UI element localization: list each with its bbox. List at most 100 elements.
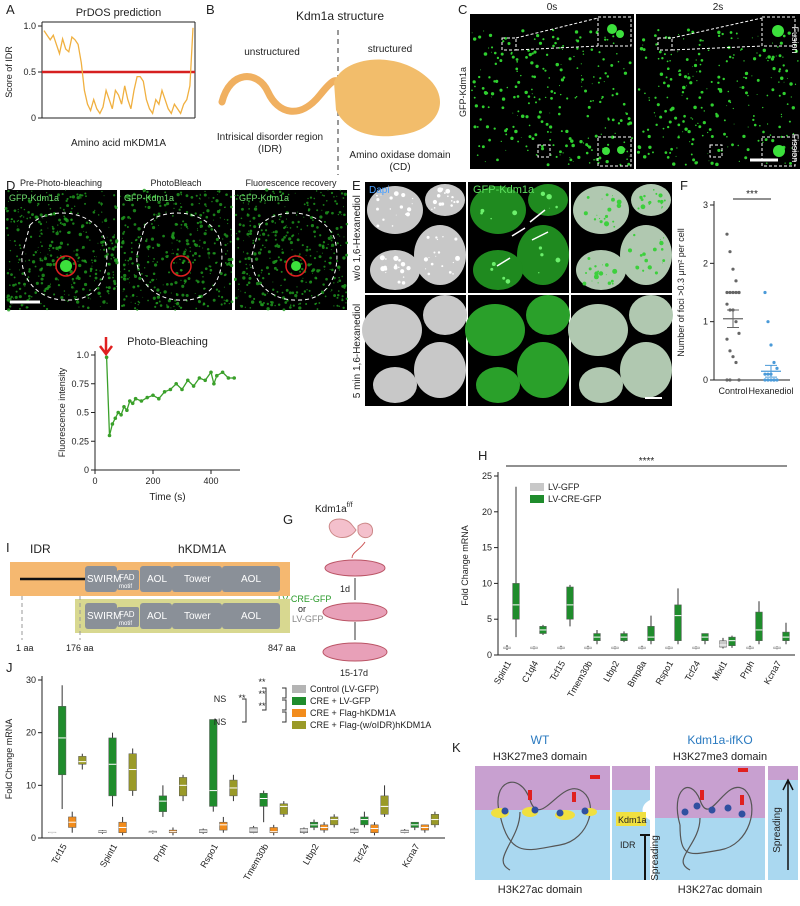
fluorescence-spot [719, 89, 723, 93]
fluorescence-spot [756, 94, 758, 95]
fluorescence-spot [283, 236, 286, 239]
fluorescence-spot [248, 207, 250, 210]
fluorescence-spot [759, 124, 761, 127]
fluorescence-spot [296, 211, 298, 213]
fluorescence-spot [120, 245, 123, 249]
fluorescence-spot [84, 192, 87, 195]
fluorescence-spot [85, 231, 87, 233]
fluorescence-spot [611, 195, 613, 197]
fluorescence-spot [546, 130, 549, 133]
fluorescence-spot [14, 283, 17, 286]
fluorescence-spot [147, 255, 149, 257]
fluorescence-spot [337, 290, 340, 292]
data-line [43, 27, 194, 116]
fluorescence-spot [252, 216, 256, 220]
fluorescence-spot [205, 215, 209, 219]
y-tick-label: 25 [482, 471, 492, 481]
fluorescence-spot [689, 33, 692, 35]
fluorescence-spot [612, 87, 615, 91]
fluorescence-spot [151, 226, 156, 230]
fluorescence-spot [484, 92, 487, 96]
fluorescence-spot [247, 256, 251, 261]
fluorescence-spot [132, 293, 135, 297]
fluorescence-spot [780, 113, 783, 116]
domain: AOL [147, 574, 167, 585]
fluorescence-spot [559, 68, 563, 72]
fluorescence-spot [39, 222, 43, 226]
fluorescence-spot [30, 296, 33, 298]
fluorescence-spot [131, 203, 134, 207]
fluorescence-spot [607, 207, 612, 212]
label: Intrisical disorder region [217, 132, 323, 143]
nucleus [414, 225, 466, 285]
fluorescence-spot [248, 230, 250, 232]
fluorescence-spot [541, 144, 544, 148]
fluorescence-spot [7, 234, 9, 236]
fluorescence-spot [271, 220, 274, 223]
fluorescence-spot [648, 97, 650, 99]
fluorescence-spot [101, 211, 103, 213]
fluorescence-spot [568, 57, 572, 61]
fluorescence-spot [298, 233, 300, 235]
fluorescence-spot [252, 242, 255, 245]
fluorescence-spot [246, 283, 249, 286]
domain: Tower [184, 611, 211, 622]
fluorescence-spot [189, 246, 191, 249]
fluorescence-spot [277, 244, 281, 248]
fluorescence-spot [147, 205, 151, 210]
fluorescence-spot [606, 38, 609, 41]
fluorescence-spot [642, 44, 644, 46]
fluorescence-spot [333, 196, 335, 198]
fluorescence-spot [261, 292, 265, 296]
fluorescence-spot [690, 153, 693, 156]
fluorescence-spot [342, 197, 345, 199]
fluorescence-spot [43, 256, 48, 261]
fluorescence-spot [474, 85, 476, 88]
fluorescence-spot [279, 190, 282, 194]
legend-swatch [292, 721, 306, 729]
fluorescence-spot [341, 298, 344, 302]
fluorescence-spot [114, 245, 117, 249]
fluorescence-spot [436, 194, 441, 198]
fluorescence-spot [527, 102, 530, 105]
fluorescence-spot [259, 248, 263, 251]
fluorescence-spot [748, 104, 750, 106]
fluorescence-spot [538, 98, 541, 101]
fluorescence-spot [521, 29, 525, 33]
fluorescence-spot [184, 248, 187, 250]
fluorescence-spot [185, 194, 189, 198]
fluorescence-spot [99, 278, 103, 281]
fluorescence-spot [659, 199, 664, 204]
panel-label: D [6, 178, 15, 193]
fluorescence-spot [639, 254, 643, 257]
data-point [107, 433, 112, 438]
fluorescence-spot [766, 94, 769, 97]
fluorescence-spot [280, 270, 283, 273]
fluorescence-spot [57, 279, 59, 281]
fluorescence-spot [548, 77, 551, 79]
fluorescence-spot [122, 232, 125, 235]
fluorescence-spot [215, 288, 219, 291]
fluorescence-spot [106, 236, 108, 238]
fluorescence-spot [313, 257, 317, 260]
fluorescence-spot [217, 290, 221, 293]
fluorescence-spot [591, 280, 593, 282]
fluorescence-spot [545, 122, 549, 126]
fluorescence-spot [14, 295, 18, 299]
fluorescence-spot [133, 307, 137, 310]
fluorescence-spot [16, 255, 19, 258]
fluorescence-spot [534, 101, 538, 104]
fluorescence-spot [62, 223, 67, 227]
fluorescence-spot [309, 215, 314, 220]
x-tick-label: Rspo1 [198, 842, 220, 870]
box [58, 706, 67, 776]
fluorescence-spot [260, 272, 262, 274]
fluorescence-spot [625, 112, 629, 116]
chart-title: Photo-Bleaching [127, 336, 208, 348]
arrows [496, 209, 549, 267]
fluorescence-spot [345, 241, 349, 245]
fluorescence-spot [524, 90, 528, 95]
fluorescence-spot [28, 297, 31, 300]
fluorescence-spot [428, 257, 430, 259]
